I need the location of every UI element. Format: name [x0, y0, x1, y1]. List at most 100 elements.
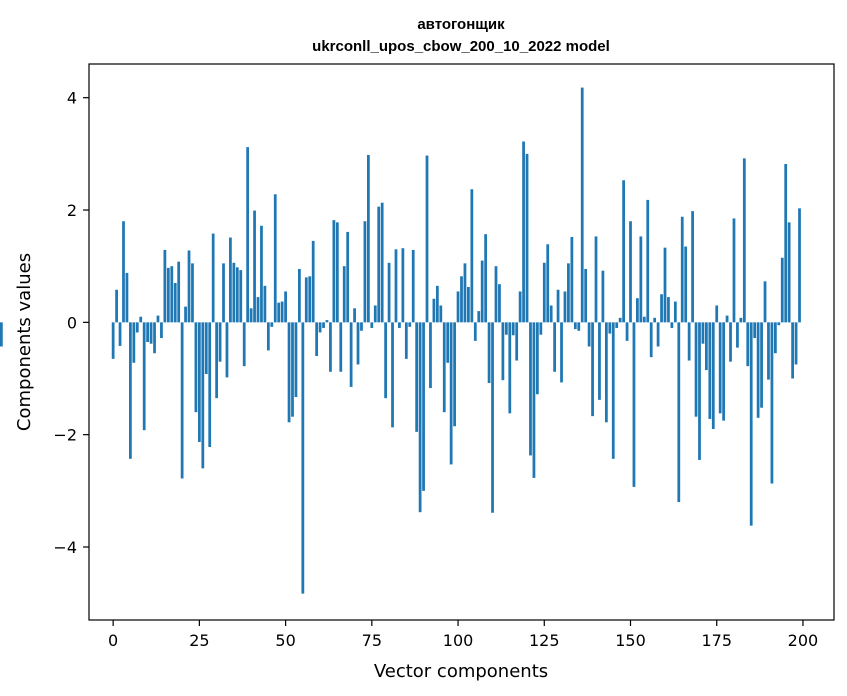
bar — [132, 322, 136, 363]
bar — [387, 262, 391, 323]
bar — [660, 294, 663, 323]
bar — [608, 322, 612, 334]
bar — [418, 322, 422, 513]
bar — [280, 301, 284, 323]
bar — [142, 322, 146, 431]
bar — [570, 236, 574, 323]
bar — [604, 322, 608, 423]
bar — [636, 298, 639, 323]
bar — [522, 141, 525, 323]
bar — [118, 322, 122, 346]
bar — [687, 322, 691, 361]
bar — [677, 322, 681, 503]
bar — [794, 322, 798, 365]
bar — [435, 285, 439, 323]
bar — [749, 322, 753, 526]
bar — [484, 234, 488, 323]
x-tick-label: 125 — [529, 631, 560, 650]
bar — [384, 322, 387, 399]
bar — [515, 322, 519, 361]
bar — [618, 317, 622, 323]
bar — [304, 277, 308, 323]
bar — [791, 322, 794, 379]
bar — [439, 305, 443, 323]
bar — [442, 322, 446, 413]
bar — [367, 154, 370, 323]
bar — [329, 322, 332, 372]
x-tick-label: 0 — [108, 631, 118, 650]
bar — [415, 322, 419, 432]
bar — [291, 322, 294, 417]
x-axis-label: Vector components — [374, 661, 548, 682]
bar — [235, 267, 239, 323]
bar — [153, 322, 156, 354]
bar — [0, 322, 3, 347]
bar — [125, 272, 129, 323]
bar — [477, 311, 481, 323]
bar — [215, 322, 218, 399]
bar — [311, 240, 315, 323]
bar — [256, 297, 260, 323]
bar — [391, 322, 394, 428]
bar — [560, 322, 563, 383]
bar — [739, 317, 743, 323]
bar — [673, 301, 677, 323]
bar — [239, 270, 243, 323]
bar — [394, 249, 398, 323]
bar — [356, 322, 360, 365]
bar — [646, 199, 650, 323]
bar — [780, 257, 784, 323]
bar — [270, 322, 274, 327]
x-tick-label: 25 — [189, 631, 209, 650]
x-tick-label: 75 — [362, 631, 382, 650]
bar — [632, 322, 636, 487]
bar — [694, 322, 698, 417]
bar — [335, 222, 339, 323]
bar — [260, 225, 263, 323]
bar — [322, 322, 325, 328]
bar — [253, 210, 256, 323]
bar — [218, 322, 222, 362]
bar — [166, 267, 170, 323]
bar — [184, 306, 187, 323]
bar — [187, 250, 191, 323]
bar — [315, 322, 319, 357]
bar — [787, 222, 791, 323]
bar — [139, 316, 143, 323]
bar — [711, 322, 715, 430]
bar — [629, 221, 632, 323]
chart-subtitle: ukrconll_upos_cbow_200_10_2022 model — [312, 38, 610, 55]
bar — [722, 322, 726, 421]
bar — [753, 322, 757, 339]
bar — [232, 262, 236, 323]
bar — [453, 322, 456, 427]
bar — [670, 322, 674, 328]
bar — [408, 322, 412, 327]
bar — [149, 322, 153, 344]
bar — [463, 263, 467, 323]
bar — [456, 291, 460, 323]
bar — [529, 322, 532, 456]
bar — [615, 322, 619, 328]
x-axis: 0 25 50 75 100 125 150 175 200 — [108, 620, 818, 650]
bar — [135, 322, 139, 333]
bar — [163, 249, 167, 323]
bar — [398, 322, 401, 328]
bar — [115, 289, 118, 323]
bar — [642, 316, 646, 323]
bar — [715, 305, 719, 323]
bar — [536, 322, 539, 395]
bar — [487, 322, 491, 383]
bar — [377, 206, 381, 323]
bar — [180, 322, 184, 479]
bar — [446, 322, 450, 363]
bar — [680, 216, 684, 323]
bar — [625, 322, 629, 341]
bar — [567, 263, 570, 323]
bar — [563, 291, 567, 323]
bar — [342, 266, 346, 323]
bar — [498, 284, 501, 323]
bar — [480, 260, 484, 323]
bar — [411, 249, 415, 323]
